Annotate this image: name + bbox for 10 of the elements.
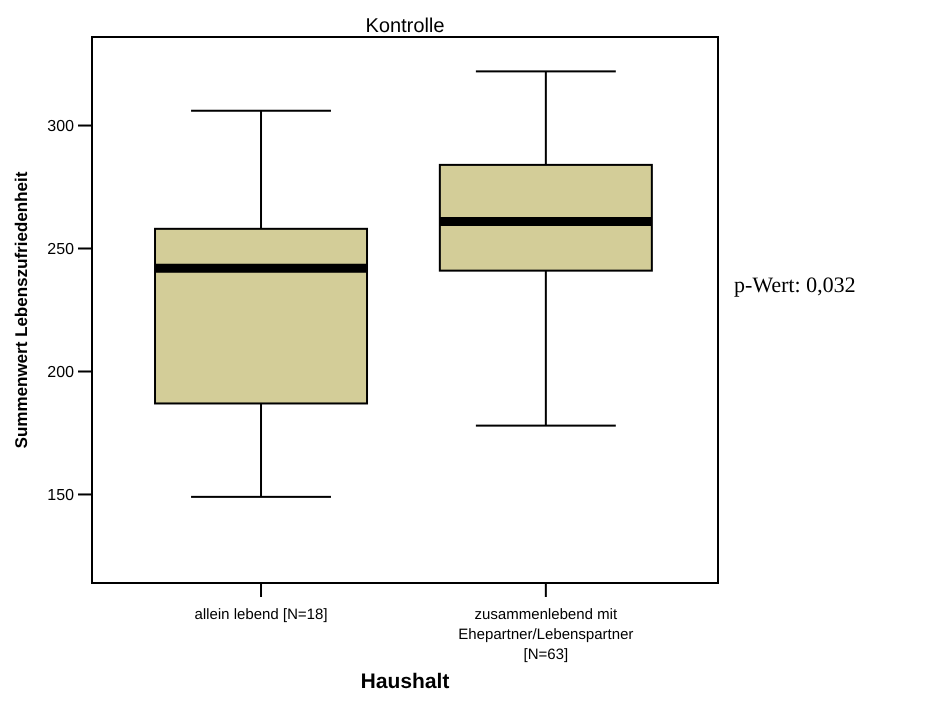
text: p-Wert: 0,032 — [734, 272, 856, 297]
x-axis-title: Haushalt — [360, 670, 450, 693]
x-tick-label: allein lebend [N=18] — [194, 606, 328, 623]
chart-title: Kontrolle — [366, 15, 444, 37]
y-tick-label: 300 — [47, 118, 74, 136]
y-tick-label: 200 — [47, 364, 74, 382]
y-axis-title: Summenwert Lebenszufriedenheit — [12, 171, 31, 448]
y-tick-label: 250 — [47, 241, 74, 258]
y-tick-label: 150 — [47, 487, 74, 504]
x-tick-label: zusammenlebend mit Ehepartner/Lebenspartner [N=63] — [458, 606, 634, 663]
